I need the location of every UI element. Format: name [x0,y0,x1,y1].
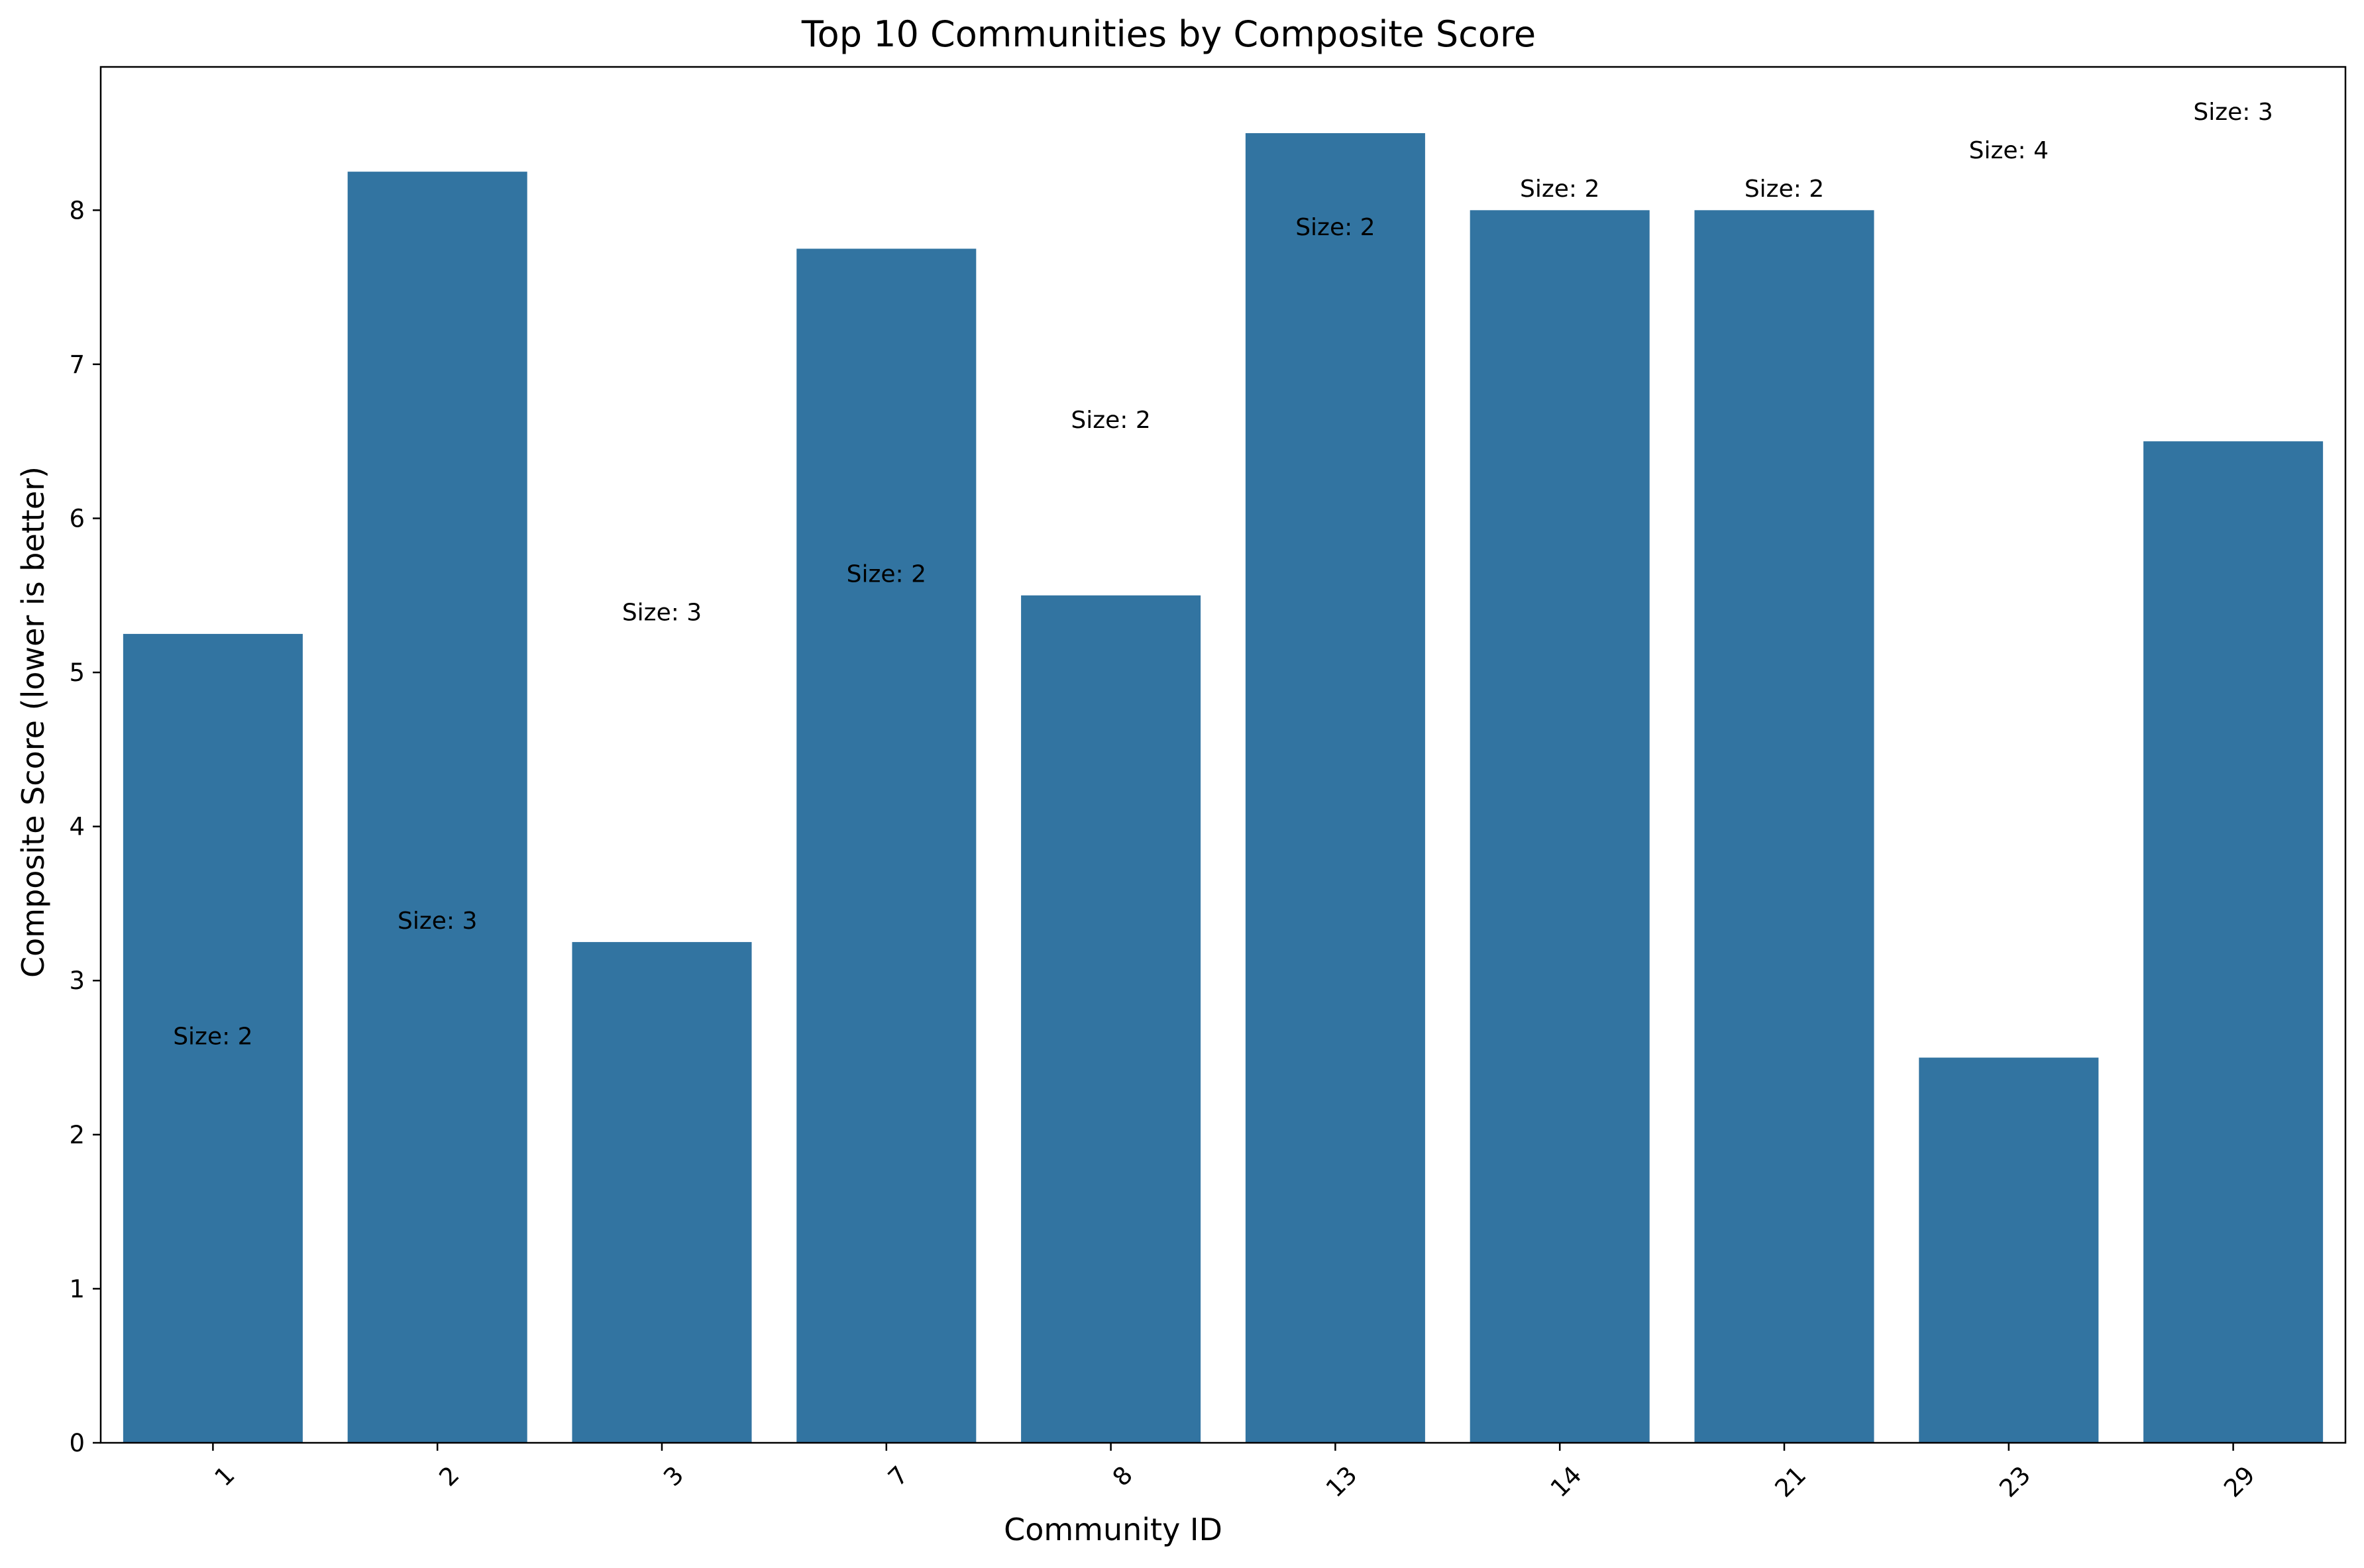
bar-14 [1470,210,1650,1443]
x-tick-label-14: 14 [1545,1461,1587,1503]
size-annotation-21: Size: 2 [1745,176,1824,203]
size-annotation-1: Size: 2 [173,1023,252,1050]
size-annotation-29: Size: 3 [2193,99,2273,126]
y-tick-label-2: 2 [69,1121,85,1149]
size-annotation-13: Size: 2 [1295,214,1375,241]
y-tick-label-5: 5 [69,658,85,687]
bar-29 [2143,441,2324,1443]
y-axis-label: Composite Score (lower is better) [15,466,51,978]
bar-23 [1919,1057,2099,1443]
y-tick-label-7: 7 [69,350,85,379]
bar-7 [796,248,977,1443]
size-annotation-23: Size: 4 [1969,137,2049,164]
x-axis-label: Community ID [1004,1512,1222,1547]
x-tick-label-8: 8 [1107,1461,1138,1492]
x-tick-label-1: 1 [209,1461,241,1492]
x-tick-label-7: 7 [883,1461,914,1492]
size-annotation-3: Size: 3 [622,600,702,627]
y-tick-label-0: 0 [69,1429,85,1457]
size-annotation-14: Size: 2 [1520,176,1599,203]
y-tick-label-8: 8 [69,196,85,225]
y-tick-label-3: 3 [69,967,85,995]
x-tick-label-13: 13 [1320,1461,1363,1503]
size-annotation-7: Size: 2 [847,561,926,588]
x-tick-label-21: 21 [1770,1461,1812,1503]
bar-2 [347,172,527,1443]
chart-title: Top 10 Communities by Composite Score [801,13,1536,55]
bar-21 [1694,210,1874,1443]
bar-13 [1245,133,1425,1443]
plot-frame [99,66,2347,1444]
y-tick-label-6: 6 [69,504,85,533]
bar-8 [1021,595,1201,1443]
size-annotation-8: Size: 2 [1071,407,1150,434]
x-tick-label-3: 3 [658,1461,689,1492]
y-tick-label-4: 4 [69,813,85,841]
x-tick-label-29: 29 [2218,1461,2261,1503]
x-tick-label-23: 23 [1994,1461,2036,1503]
size-annotation-2: Size: 3 [398,908,477,935]
y-tick-label-1: 1 [69,1275,85,1303]
bar-1 [123,633,303,1443]
x-tick-label-2: 2 [433,1461,464,1492]
bar-3 [572,942,752,1443]
